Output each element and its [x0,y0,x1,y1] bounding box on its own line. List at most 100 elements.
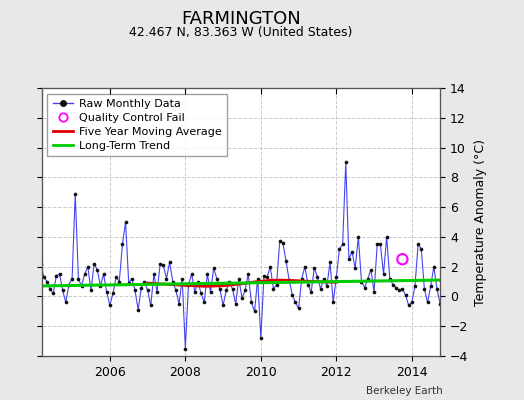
Point [46,286,54,292]
Point [222,287,231,294]
Point [206,289,215,295]
Point [140,278,149,285]
Point [320,275,328,282]
Point [122,219,130,225]
Point [68,275,77,282]
Point [56,271,64,277]
Point [348,248,356,255]
Point [216,286,224,292]
Point [282,258,290,264]
Point [386,275,394,282]
Point [162,275,171,282]
Point [260,272,268,279]
Point [232,301,240,307]
Point [436,301,444,307]
Point [62,299,70,306]
Point [367,266,375,273]
Point [100,271,108,277]
Point [354,234,363,240]
Point [90,260,99,267]
Point [310,265,319,271]
Point [298,275,306,282]
Point [166,259,174,266]
Point [408,299,416,306]
Point [118,241,127,248]
Point [103,289,111,295]
Point [109,290,117,297]
Point [294,305,303,312]
Point [442,290,451,297]
Point [279,240,287,246]
Point [156,260,165,267]
Point [203,271,212,277]
Point [342,159,350,166]
Point [395,287,403,294]
Point [430,264,438,270]
Point [323,283,331,289]
Point [153,289,161,295]
Point [81,271,89,277]
Point [40,274,48,280]
Point [188,271,196,277]
Point [427,283,435,289]
Point [34,271,42,277]
Point [131,287,139,294]
Point [307,289,315,295]
Point [433,286,441,292]
Point [244,271,253,277]
Point [329,299,337,306]
Legend: Raw Monthly Data, Quality Control Fail, Five Year Moving Average, Long-Term Tren: Raw Monthly Data, Quality Control Fail, … [48,94,227,156]
Point [445,293,454,300]
Point [134,307,143,313]
Point [200,299,209,306]
Point [52,272,61,279]
Point [423,299,432,306]
Point [357,278,366,285]
Point [241,287,249,294]
Point [379,271,388,277]
Point [257,335,265,341]
Point [345,256,353,262]
Point [71,190,80,197]
Point [335,246,344,252]
Point [197,290,205,297]
Point [376,241,385,248]
Point [414,241,422,248]
Point [373,241,381,248]
Point [184,281,193,288]
Point [49,290,58,297]
Point [351,265,359,271]
Point [247,299,256,306]
Point [194,278,202,285]
Point [93,266,102,273]
Point [128,275,136,282]
Point [175,301,183,307]
Point [398,286,407,292]
Point [219,302,227,308]
Point [37,260,45,267]
Point [112,274,121,280]
Text: Berkeley Earth: Berkeley Earth [366,386,443,396]
Point [210,265,218,271]
Text: 42.467 N, 83.363 W (United States): 42.467 N, 83.363 W (United States) [129,26,353,39]
Point [332,274,341,280]
Point [235,275,243,282]
Point [364,275,372,282]
Point [392,284,400,291]
Point [96,283,105,289]
Point [228,286,237,292]
Point [405,302,413,308]
Point [272,281,281,288]
Point [106,302,114,308]
Point [150,271,158,277]
Y-axis label: Temperature Anomaly (°C): Temperature Anomaly (°C) [474,138,487,306]
Point [417,246,425,252]
Point [263,274,271,280]
Point [291,299,300,306]
Point [125,280,133,286]
Point [250,308,259,314]
Point [169,278,177,285]
Point [181,345,190,352]
Point [59,287,67,294]
Point [254,275,262,282]
